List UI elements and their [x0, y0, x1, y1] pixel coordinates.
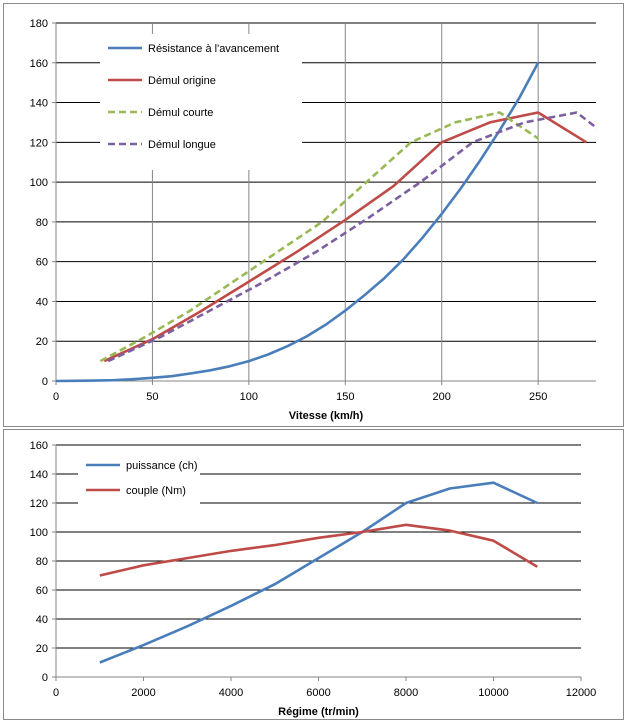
chart1-xtick-8000: 8000	[394, 687, 418, 699]
chart1-xtick-2000: 2000	[131, 687, 155, 699]
chart0-legend-label-3: Démul longue	[148, 139, 216, 151]
chart1-ytick-0: 0	[42, 672, 48, 684]
chart-regime: 0 20 40 60 80 100 120 140 160 0 2000 4000 6000 8000 10…	[30, 440, 597, 718]
chart0-ytick-20: 20	[36, 336, 48, 348]
chart1-xtick-6000: 6000	[306, 687, 330, 699]
chart0-ytick-160: 160	[30, 58, 48, 70]
chart1-ytick-120: 120	[30, 498, 48, 510]
chart0-ytick-0: 0	[42, 376, 48, 388]
chart0-ytick-180: 180	[30, 18, 48, 30]
chart0-series-1-line	[103, 111, 588, 363]
chart1-ytick-100: 100	[30, 527, 48, 539]
chart-vitesse-panel: 0 20 40 60 80 100 120 140 160 180 0 50 100 150 200 250 V…	[3, 3, 624, 427]
chart1-xtick-10000: 10000	[478, 687, 509, 699]
chart1-ytick-160: 160	[30, 440, 48, 452]
chart0-ytick-40: 40	[36, 296, 48, 308]
chart0-ytick-100: 100	[30, 177, 48, 189]
chart1-ytick-140: 140	[30, 469, 48, 481]
chart-vitesse: 0 20 40 60 80 100 120 140 160 180 0 50 100 150 200 250 V…	[30, 18, 597, 422]
chart0-series-2-line	[99, 111, 539, 363]
chart0-ytick-60: 60	[36, 257, 48, 269]
chart1-xtick-12000: 12000	[566, 687, 597, 699]
chart1-ytick-40: 40	[36, 614, 48, 626]
chart0-legend-label-1: Démul origine	[148, 75, 216, 87]
chart1-series-1-line	[99, 523, 538, 577]
chart0-xtick-0: 0	[53, 391, 59, 403]
chart0-xtick-250: 250	[529, 391, 547, 403]
chart1-ytick-20: 20	[36, 643, 48, 655]
chart0-x-axis-title: Vitesse (km/h)	[289, 410, 364, 422]
chart0-legend: Résistance à l'avancement Démul origine Dé…	[100, 34, 302, 170]
chart0-series-0-line	[56, 62, 540, 383]
chart0-xtick-200: 200	[433, 391, 451, 403]
chart-regime-panel: 0 20 40 60 80 100 120 140 160 0 2000 4000 6000 8000 10…	[3, 429, 624, 720]
chart0-ytick-120: 120	[30, 137, 48, 149]
chart0-xtick-150: 150	[336, 391, 354, 403]
chart0-ytick-80: 80	[36, 217, 48, 229]
chart1-x-axis-title: Régime (tr/min)	[278, 706, 359, 718]
chart1-ytick-60: 60	[36, 585, 48, 597]
chart1-legend: puissance (ch) couple (Nm)	[78, 451, 200, 509]
chart1-legend-label-1: couple (Nm)	[126, 485, 186, 497]
chart1-legend-label-0: puissance (ch)	[126, 460, 198, 472]
chart0-ytick-140: 140	[30, 98, 48, 110]
chart0-legend-label-2: Démul courte	[148, 107, 213, 119]
chart1-xtick-0: 0	[53, 687, 59, 699]
chart0-legend-label-0: Résistance à l'avancement	[148, 43, 279, 55]
chart0-xtick-50: 50	[146, 391, 158, 403]
chart0-series-3-line	[107, 111, 597, 363]
chart0-xtick-100: 100	[240, 391, 258, 403]
chart1-series-0-line	[99, 481, 538, 664]
chart1-ytick-80: 80	[36, 556, 48, 568]
chart1-xtick-4000: 4000	[219, 687, 243, 699]
